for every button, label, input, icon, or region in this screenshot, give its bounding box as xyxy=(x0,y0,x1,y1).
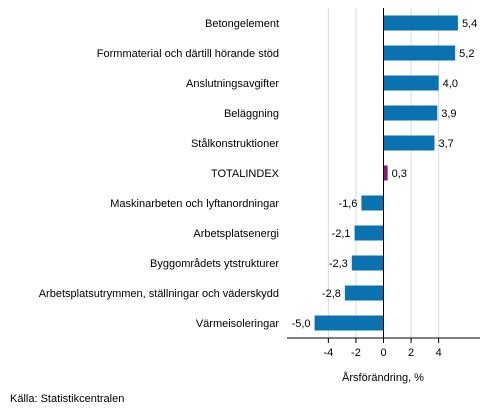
value-label: 4,0 xyxy=(443,78,458,90)
value-label: -1,6 xyxy=(338,198,357,210)
value-label: 3,7 xyxy=(439,138,454,150)
x-tick-label: 0 xyxy=(380,347,386,359)
bar xyxy=(361,195,384,211)
category-label: Byggområdets ytstrukturer xyxy=(150,258,279,270)
gridlines xyxy=(327,8,440,338)
value-label: 3,9 xyxy=(441,108,456,120)
category-label: Formmaterial och därtill hörande stöd xyxy=(97,48,279,60)
bar xyxy=(314,315,384,331)
x-tick-label: -2 xyxy=(351,347,361,359)
bar xyxy=(383,165,388,181)
bar xyxy=(383,135,435,151)
category-label: Anslutningsavgifter xyxy=(186,78,279,90)
x-tick-label: 4 xyxy=(436,347,442,359)
category-labels: Betongelement Formmaterial och därtill hö… xyxy=(39,18,280,330)
bar xyxy=(383,75,439,91)
x-tick-labels: -4 -2 0 2 4 xyxy=(323,338,442,359)
category-label: Beläggning xyxy=(224,108,279,120)
bar xyxy=(351,255,384,271)
category-label: Värmeisoleringar xyxy=(196,318,279,330)
value-label: 5,4 xyxy=(462,18,477,30)
bar xyxy=(383,105,438,121)
category-label: Maskinarbeten och lyftanordningar xyxy=(110,198,279,210)
value-label: 5,2 xyxy=(459,48,474,60)
value-label: 0,3 xyxy=(392,168,407,180)
x-tick-label: 2 xyxy=(408,347,414,359)
bar xyxy=(383,45,456,61)
x-tick-label: -4 xyxy=(323,347,333,359)
value-labels: 5,4 5,2 4,0 3,9 3,7 0,3 -1,6 -2,1 -2,3 -2,8 -5,0 xyxy=(292,18,478,330)
category-label: Betongelement xyxy=(205,18,279,30)
bar xyxy=(383,15,458,31)
category-label: Arbetsplatsenergi xyxy=(193,228,279,240)
source-note: Källa: Statistikcentralen xyxy=(10,393,125,405)
bars xyxy=(314,15,458,331)
value-label: -2,8 xyxy=(322,288,341,300)
value-label: -5,0 xyxy=(292,318,311,330)
x-axis-label: Årsförändring, % xyxy=(342,371,424,384)
value-label: -2,3 xyxy=(329,258,348,270)
bar xyxy=(354,225,384,241)
value-label: -2,1 xyxy=(332,228,351,240)
category-label: Stålkonstruktioner xyxy=(191,138,279,150)
category-label: Arbetsplatsutrymmen, ställningar och väd… xyxy=(39,288,279,300)
category-label: TOTALINDEX xyxy=(211,168,280,180)
bar xyxy=(344,285,384,301)
